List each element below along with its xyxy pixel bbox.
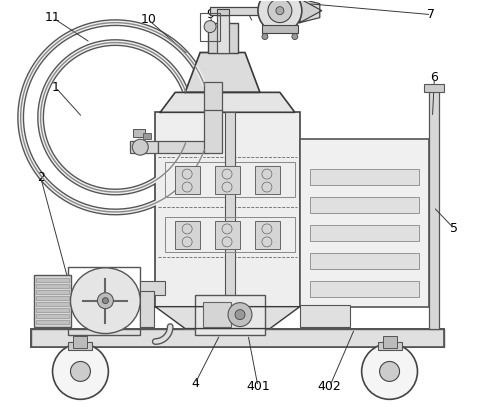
Bar [204, 110, 222, 153]
Bar [31, 328, 445, 346]
Bar [262, 24, 298, 33]
Bar [208, 23, 238, 53]
Text: 7: 7 [427, 8, 435, 21]
Ellipse shape [258, 0, 302, 33]
Polygon shape [160, 92, 295, 112]
Ellipse shape [70, 268, 140, 334]
Bar [35, 278, 69, 282]
Bar [143, 133, 151, 139]
Bar [34, 275, 71, 326]
Bar [130, 141, 158, 153]
Bar [300, 305, 350, 326]
Ellipse shape [379, 361, 399, 381]
Polygon shape [300, 0, 320, 23]
Bar [215, 221, 240, 249]
Ellipse shape [103, 298, 108, 304]
Ellipse shape [292, 34, 298, 39]
Bar [35, 295, 69, 300]
Bar [255, 166, 280, 194]
Polygon shape [185, 53, 260, 92]
Ellipse shape [132, 139, 148, 155]
Bar [383, 335, 397, 348]
Bar [35, 290, 69, 294]
Bar [255, 221, 280, 249]
Bar [310, 197, 420, 213]
Bar [140, 291, 154, 326]
Text: A: A [263, 8, 272, 21]
Ellipse shape [362, 344, 418, 399]
Text: 401: 401 [246, 380, 270, 393]
Bar [210, 7, 270, 15]
Text: 3: 3 [65, 375, 72, 388]
Ellipse shape [228, 303, 252, 326]
Bar [225, 112, 235, 302]
Bar [35, 314, 69, 317]
Bar [68, 267, 140, 335]
Text: 402: 402 [318, 380, 342, 393]
Bar [195, 295, 265, 335]
Text: 10: 10 [140, 13, 156, 26]
Bar [165, 217, 295, 252]
Ellipse shape [276, 7, 284, 15]
Bar [35, 319, 69, 324]
Polygon shape [300, 0, 322, 23]
Bar [35, 302, 69, 306]
Bar [140, 281, 165, 295]
Ellipse shape [53, 344, 108, 399]
Ellipse shape [235, 310, 245, 319]
Bar [68, 341, 92, 350]
Bar [31, 328, 445, 346]
Bar [310, 281, 420, 297]
Bar [133, 129, 145, 137]
Bar [377, 341, 401, 350]
Text: 6: 6 [431, 71, 438, 84]
Ellipse shape [70, 361, 91, 381]
Bar [217, 9, 229, 15]
Bar [200, 13, 220, 41]
Bar [310, 253, 420, 269]
Bar [73, 335, 88, 348]
Polygon shape [155, 306, 300, 328]
Ellipse shape [204, 21, 216, 33]
Text: 2: 2 [36, 171, 45, 184]
Bar [35, 308, 69, 312]
Bar [35, 284, 69, 288]
Bar [165, 162, 295, 197]
Bar [175, 221, 200, 249]
Bar [310, 225, 420, 241]
Ellipse shape [268, 0, 292, 23]
Bar [215, 166, 240, 194]
Bar [204, 82, 222, 112]
Text: 4: 4 [191, 377, 199, 390]
Text: 9: 9 [206, 8, 214, 21]
Bar [158, 141, 208, 153]
Text: 1: 1 [52, 81, 59, 94]
Bar [310, 169, 420, 185]
Text: 5: 5 [450, 222, 458, 235]
Bar [203, 302, 231, 326]
Text: 8: 8 [244, 6, 252, 19]
Bar [155, 112, 300, 306]
Ellipse shape [262, 34, 268, 39]
Bar [217, 15, 229, 53]
Bar [430, 90, 439, 328]
Ellipse shape [97, 293, 114, 309]
Text: 11: 11 [45, 11, 60, 24]
Bar [300, 139, 430, 306]
Bar [424, 84, 445, 92]
Bar [175, 166, 200, 194]
